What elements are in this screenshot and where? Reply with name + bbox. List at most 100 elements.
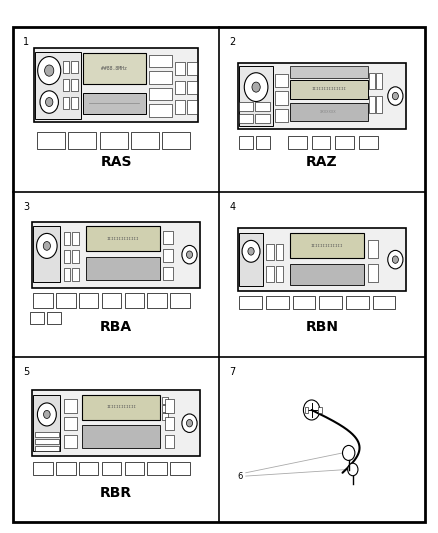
Text: IIIIIIIIIIIIII: IIIIIIIIIIIIII (311, 87, 346, 92)
Bar (318, 407, 321, 413)
Text: IIIIIIIIIIIII: IIIIIIIIIIIII (311, 244, 343, 248)
Circle shape (392, 256, 399, 263)
Circle shape (244, 72, 268, 101)
Bar (266, 244, 274, 260)
Bar (256, 136, 270, 149)
Bar (312, 136, 330, 149)
Circle shape (388, 251, 403, 269)
Bar (369, 73, 375, 90)
Bar (147, 293, 167, 308)
Circle shape (37, 403, 57, 426)
Bar (163, 231, 173, 244)
Bar (33, 293, 53, 308)
Text: 4: 4 (230, 202, 235, 212)
Bar (30, 312, 44, 324)
Text: IIIIIIIIIIIII: IIIIIIIIIIIII (106, 237, 139, 241)
Bar (293, 296, 315, 309)
Bar (35, 432, 59, 438)
Bar (72, 232, 79, 245)
Bar (175, 61, 185, 75)
Text: ##88.8MHz: ##88.8MHz (102, 66, 127, 71)
Bar (187, 100, 197, 114)
Circle shape (388, 87, 403, 106)
Bar (187, 81, 197, 94)
Text: 7: 7 (230, 367, 236, 377)
Bar (255, 114, 270, 123)
Circle shape (37, 233, 57, 259)
Bar (56, 462, 76, 475)
Bar (37, 132, 65, 149)
Bar (63, 96, 70, 109)
Bar (83, 93, 146, 114)
Circle shape (43, 241, 50, 251)
Circle shape (242, 240, 260, 262)
Bar (63, 61, 70, 72)
Bar (275, 109, 288, 123)
Bar (33, 462, 53, 475)
Bar (35, 52, 81, 119)
Text: IIIIIIIIIIII: IIIIIIIIIIII (106, 405, 136, 409)
Bar (124, 462, 144, 475)
Text: XXXXXXX: XXXXXXX (320, 110, 337, 114)
Bar (34, 48, 198, 123)
Text: RBN: RBN (305, 320, 339, 334)
Circle shape (40, 91, 58, 113)
Circle shape (348, 463, 358, 476)
Bar (63, 78, 70, 91)
Bar (373, 296, 396, 309)
Bar (239, 114, 254, 123)
Bar (33, 226, 60, 282)
Text: RAS: RAS (100, 155, 132, 169)
Bar (290, 103, 367, 121)
Text: 6: 6 (237, 472, 242, 481)
Bar (64, 232, 71, 245)
Text: 3: 3 (24, 202, 29, 212)
Text: RBR: RBR (100, 486, 132, 499)
Circle shape (252, 82, 260, 92)
Circle shape (38, 56, 61, 85)
Bar (72, 268, 79, 281)
Bar (170, 293, 190, 308)
Bar (64, 268, 71, 281)
Bar (165, 435, 174, 448)
Bar (72, 250, 79, 263)
Bar (239, 232, 263, 286)
Bar (290, 233, 364, 259)
Text: RBA: RBA (100, 320, 132, 334)
Bar (239, 136, 253, 149)
Bar (64, 250, 71, 263)
Bar (149, 55, 172, 68)
Bar (102, 462, 121, 475)
Bar (131, 132, 159, 149)
Bar (71, 61, 78, 72)
Bar (149, 87, 172, 100)
Bar (149, 71, 172, 84)
Circle shape (187, 419, 193, 427)
Bar (99, 132, 127, 149)
Bar (162, 413, 168, 420)
Bar (369, 96, 375, 112)
Bar (165, 417, 174, 431)
Bar (266, 266, 274, 281)
Bar (86, 226, 160, 252)
Bar (275, 92, 288, 104)
Bar (64, 435, 77, 448)
Bar (170, 462, 190, 475)
Bar (33, 395, 60, 451)
Bar (367, 264, 378, 281)
Bar (276, 244, 283, 260)
Bar (239, 102, 254, 111)
Circle shape (182, 245, 197, 264)
Text: RAZ: RAZ (306, 155, 338, 169)
Bar (35, 439, 59, 444)
Bar (319, 296, 342, 309)
Circle shape (248, 247, 254, 255)
Bar (239, 66, 273, 126)
Bar (290, 264, 364, 285)
Circle shape (392, 92, 399, 100)
Bar (64, 399, 77, 413)
Bar (162, 405, 168, 412)
Bar (71, 96, 78, 109)
Bar (32, 222, 201, 288)
Bar (165, 399, 174, 413)
